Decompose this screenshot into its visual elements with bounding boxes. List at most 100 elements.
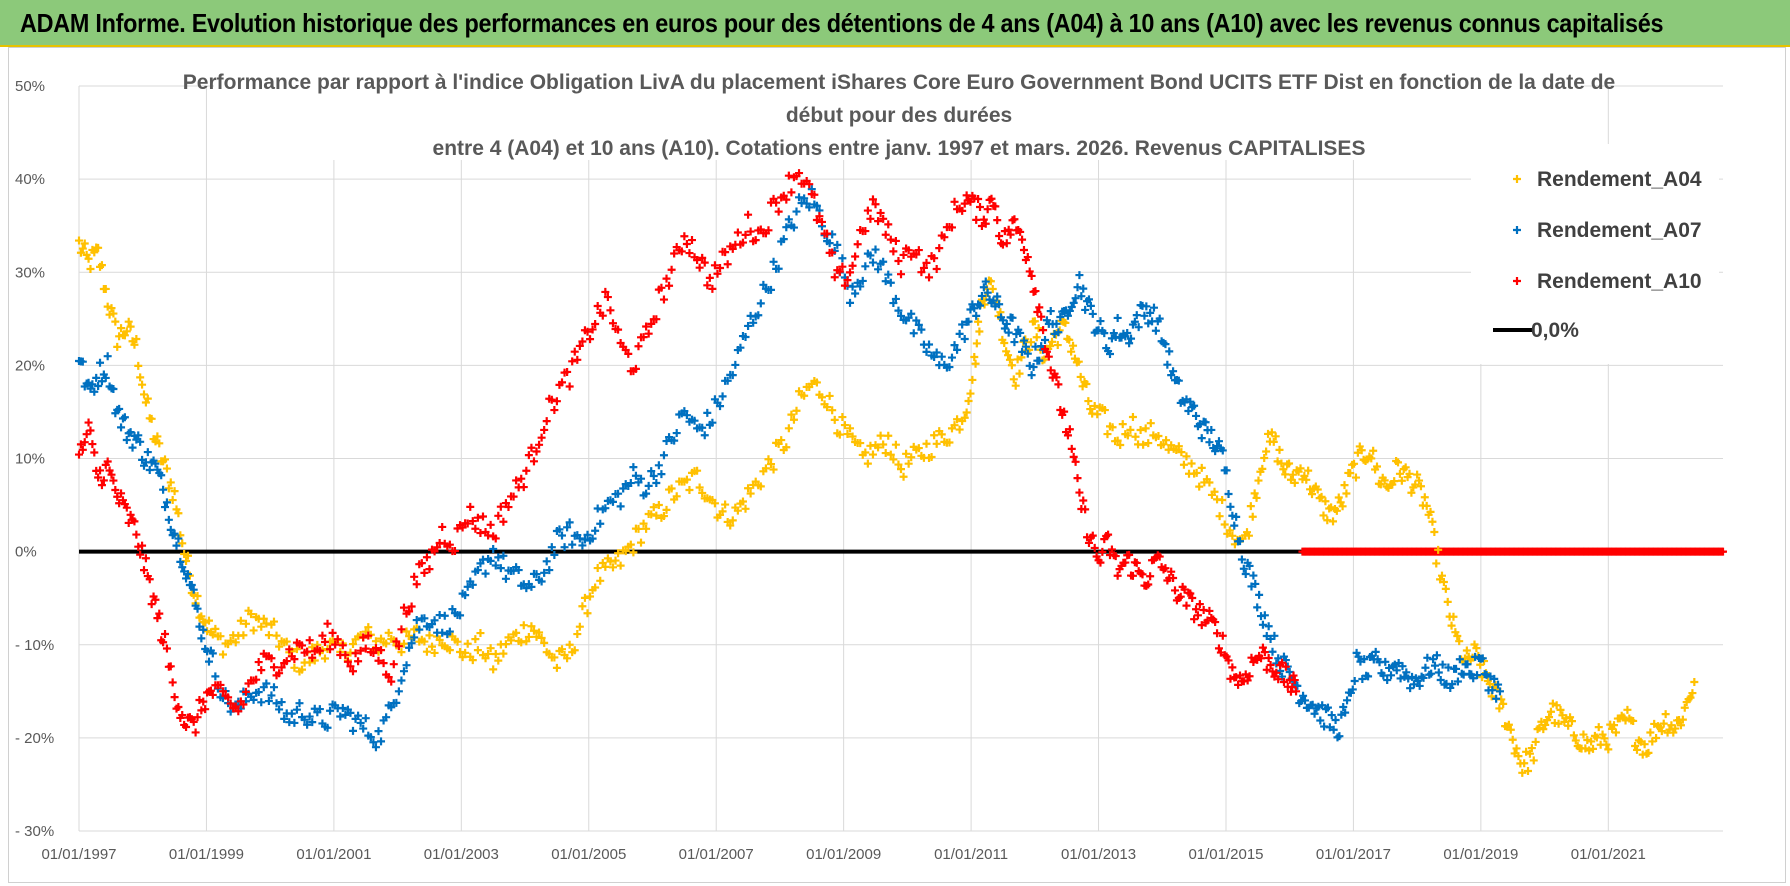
point-rendement-a04 bbox=[1443, 597, 1452, 606]
point-rendement-a07 bbox=[1004, 328, 1013, 337]
point-rendement-a07 bbox=[269, 683, 278, 692]
point-rendement-a04 bbox=[812, 378, 821, 387]
point-rendement-a10 bbox=[687, 236, 696, 245]
point-rendement-a10 bbox=[1069, 452, 1078, 461]
point-rendement-a04 bbox=[305, 658, 314, 667]
point-rendement-a04 bbox=[1159, 440, 1168, 449]
point-rendement-a04 bbox=[672, 492, 681, 501]
point-rendement-a10 bbox=[522, 466, 531, 475]
point-rendement-a10 bbox=[1096, 558, 1105, 567]
point-rendement-a07 bbox=[922, 347, 931, 356]
point-rendement-a04 bbox=[203, 627, 212, 636]
point-rendement-a07 bbox=[341, 710, 350, 719]
point-rendement-a07 bbox=[1142, 302, 1151, 311]
point-rendement-a04 bbox=[170, 487, 179, 496]
point-rendement-a04 bbox=[105, 310, 114, 319]
point-rendement-a04 bbox=[840, 421, 849, 430]
point-rendement-a10 bbox=[1067, 444, 1076, 453]
point-rendement-a07 bbox=[558, 531, 567, 540]
point-rendement-a04 bbox=[1564, 721, 1573, 730]
point-rendement-a04 bbox=[134, 361, 143, 370]
point-rendement-a07 bbox=[1268, 647, 1277, 656]
point-rendement-a04 bbox=[586, 592, 595, 601]
point-rendement-a10 bbox=[341, 650, 350, 659]
point-rendement-a07 bbox=[1081, 305, 1090, 314]
point-rendement-a07 bbox=[134, 431, 143, 440]
point-rendement-a04 bbox=[1416, 482, 1425, 491]
point-rendement-a04 bbox=[1395, 469, 1404, 478]
x-tick-label: 01/01/2019 bbox=[1443, 846, 1518, 863]
point-rendement-a04 bbox=[86, 265, 95, 273]
point-rendement-a04 bbox=[769, 465, 778, 474]
point-rendement-a04 bbox=[1680, 703, 1689, 712]
point-rendement-a04 bbox=[1197, 463, 1206, 472]
point-rendement-a10 bbox=[509, 492, 518, 501]
point-rendement-a07 bbox=[784, 215, 793, 224]
point-rendement-a04 bbox=[746, 489, 755, 498]
point-rendement-a10 bbox=[930, 254, 939, 263]
point-rendement-a10 bbox=[122, 503, 131, 512]
point-rendement-a04 bbox=[652, 511, 661, 520]
point-rendement-a10 bbox=[1146, 572, 1155, 581]
point-rendement-a07 bbox=[92, 373, 101, 382]
point-rendement-a10 bbox=[1113, 571, 1122, 580]
point-rendement-a10 bbox=[153, 614, 162, 623]
point-rendement-a10 bbox=[420, 568, 429, 577]
point-rendement-a04 bbox=[1108, 423, 1117, 432]
point-rendement-a04 bbox=[489, 665, 498, 674]
point-rendement-a07 bbox=[1339, 703, 1348, 712]
point-rendement-a07 bbox=[1222, 466, 1231, 475]
point-rendement-a10 bbox=[925, 273, 934, 282]
point-rendement-a04 bbox=[1246, 502, 1255, 511]
point-rendement-a10 bbox=[374, 656, 383, 665]
point-rendement-a04 bbox=[1529, 756, 1538, 765]
point-rendement-a07 bbox=[925, 340, 934, 349]
point-rendement-a04 bbox=[971, 359, 980, 368]
point-rendement-a07 bbox=[874, 265, 883, 274]
point-rendement-a04 bbox=[1262, 447, 1271, 456]
point-rendement-a07 bbox=[1088, 309, 1097, 318]
point-rendement-a04 bbox=[361, 627, 370, 636]
point-rendement-a07 bbox=[637, 474, 646, 483]
point-rendement-a04 bbox=[1434, 545, 1443, 554]
legend-marker bbox=[1513, 226, 1521, 234]
point-rendement-a04 bbox=[1248, 512, 1257, 521]
point-rendement-a04 bbox=[861, 448, 870, 457]
point-rendement-a07 bbox=[1413, 676, 1422, 685]
point-rendement-a04 bbox=[1411, 480, 1420, 489]
point-rendement-a07 bbox=[631, 471, 640, 480]
point-rendement-a04 bbox=[596, 576, 605, 585]
point-rendement-a07 bbox=[700, 431, 709, 440]
point-rendement-a04 bbox=[1541, 720, 1550, 729]
point-rendement-a04 bbox=[1210, 487, 1219, 496]
point-rendement-a10 bbox=[1205, 606, 1214, 615]
point-rendement-a04 bbox=[468, 656, 477, 665]
point-rendement-a10 bbox=[570, 347, 579, 356]
point-rendement-a04 bbox=[162, 464, 171, 473]
point-rendement-a04 bbox=[787, 410, 796, 419]
point-rendement-a10 bbox=[1266, 661, 1275, 670]
point-rendement-a07 bbox=[430, 616, 439, 625]
point-rendement-a07 bbox=[382, 713, 391, 722]
point-rendement-a10 bbox=[665, 281, 674, 290]
point-rendement-a10 bbox=[1188, 594, 1197, 603]
point-rendement-a07 bbox=[846, 298, 855, 307]
point-rendement-a04 bbox=[1267, 428, 1276, 437]
point-rendement-a07 bbox=[866, 251, 875, 260]
point-rendement-a04 bbox=[103, 302, 112, 311]
point-rendement-a07 bbox=[930, 353, 939, 362]
point-rendement-a10 bbox=[540, 425, 549, 434]
point-rendement-a07 bbox=[481, 569, 490, 578]
point-rendement-a10 bbox=[972, 215, 981, 224]
point-rendement-a04 bbox=[1205, 478, 1214, 487]
point-rendement-a10 bbox=[1016, 227, 1025, 236]
point-rendement-a04 bbox=[1074, 357, 1083, 366]
point-rendement-a07 bbox=[1406, 684, 1415, 693]
point-rendement-a07 bbox=[672, 429, 681, 438]
point-rendement-a04 bbox=[654, 501, 663, 509]
point-rendement-a04 bbox=[1346, 469, 1355, 478]
point-rendement-a07 bbox=[346, 708, 355, 717]
point-rendement-a10 bbox=[430, 547, 439, 556]
point-rendement-a07 bbox=[779, 235, 788, 244]
point-rendement-a10 bbox=[838, 262, 847, 271]
